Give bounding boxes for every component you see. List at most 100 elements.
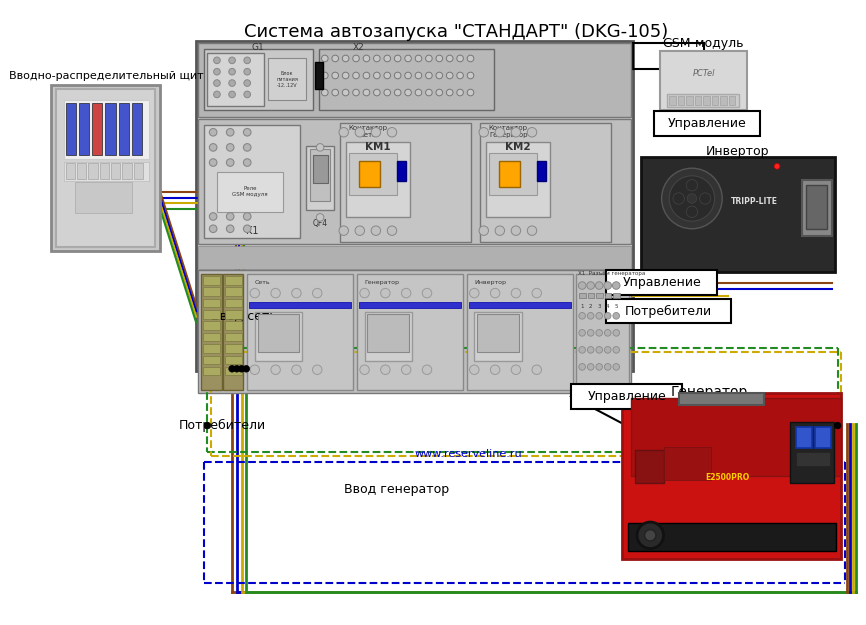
Circle shape <box>210 213 217 220</box>
Circle shape <box>214 68 220 75</box>
Bar <box>606 271 717 295</box>
Circle shape <box>578 346 585 353</box>
Bar <box>628 523 836 551</box>
Circle shape <box>511 365 520 374</box>
Bar <box>88 164 98 179</box>
Circle shape <box>352 72 359 79</box>
Circle shape <box>394 55 401 62</box>
Bar <box>635 450 663 483</box>
Bar <box>806 185 827 229</box>
Circle shape <box>313 288 322 298</box>
Circle shape <box>578 282 586 289</box>
Circle shape <box>446 89 453 96</box>
Circle shape <box>271 365 281 374</box>
Circle shape <box>415 89 422 96</box>
Text: PCTel: PCTel <box>693 69 715 78</box>
Circle shape <box>214 57 220 64</box>
Bar <box>224 321 242 330</box>
Circle shape <box>511 226 520 236</box>
Bar <box>729 96 735 105</box>
Circle shape <box>244 80 250 86</box>
Circle shape <box>587 364 594 370</box>
Circle shape <box>587 346 594 353</box>
Circle shape <box>204 422 210 429</box>
Bar <box>597 293 603 298</box>
Circle shape <box>373 72 380 79</box>
Circle shape <box>384 89 391 96</box>
Circle shape <box>578 312 585 319</box>
Bar <box>678 96 684 105</box>
Bar <box>480 122 611 242</box>
Circle shape <box>387 127 397 137</box>
Text: QF2: QF2 <box>379 346 397 354</box>
Circle shape <box>250 288 260 298</box>
Circle shape <box>402 288 410 298</box>
Bar <box>660 51 746 109</box>
Circle shape <box>363 89 370 96</box>
Bar <box>268 59 306 100</box>
Bar <box>224 310 242 319</box>
Circle shape <box>229 366 236 372</box>
Circle shape <box>662 168 722 229</box>
Circle shape <box>587 329 594 336</box>
Bar <box>204 49 313 111</box>
Bar <box>796 452 830 466</box>
Bar <box>79 103 89 155</box>
Circle shape <box>243 213 251 220</box>
Circle shape <box>316 144 324 151</box>
Circle shape <box>372 127 381 137</box>
Circle shape <box>425 72 432 79</box>
Circle shape <box>596 282 603 289</box>
Bar <box>588 293 594 298</box>
Circle shape <box>613 329 619 336</box>
Circle shape <box>243 129 251 136</box>
Circle shape <box>587 282 594 289</box>
Bar <box>613 293 620 298</box>
Text: K1: K1 <box>246 226 258 236</box>
Circle shape <box>604 329 611 336</box>
Bar <box>201 274 222 389</box>
Text: Инвертор: Инвертор <box>475 280 507 285</box>
Text: Управление: Управление <box>587 390 666 402</box>
Bar <box>315 62 323 89</box>
Circle shape <box>229 80 236 86</box>
Bar <box>320 49 494 111</box>
Bar <box>357 274 463 389</box>
Circle shape <box>210 225 217 232</box>
Circle shape <box>511 288 520 298</box>
Text: 4: 4 <box>606 304 610 309</box>
Bar <box>100 164 109 179</box>
Bar <box>359 161 379 187</box>
Circle shape <box>342 89 349 96</box>
Bar <box>224 276 242 284</box>
Circle shape <box>596 364 603 370</box>
Text: Потребители: Потребители <box>624 304 712 318</box>
Circle shape <box>243 144 251 151</box>
Bar <box>475 312 521 361</box>
Bar <box>106 103 116 155</box>
Circle shape <box>243 366 249 372</box>
Bar <box>669 96 675 105</box>
Circle shape <box>596 312 603 319</box>
Text: QF1: QF1 <box>269 346 288 354</box>
Text: Ввод генератор: Ввод генератор <box>344 483 449 496</box>
Circle shape <box>467 55 474 62</box>
Bar <box>203 333 220 341</box>
Bar <box>51 85 160 251</box>
Bar <box>313 155 327 183</box>
Bar <box>477 314 519 352</box>
Circle shape <box>271 288 281 298</box>
Text: Инвертор: Инвертор <box>706 144 769 158</box>
Circle shape <box>511 127 520 137</box>
Circle shape <box>226 213 234 220</box>
Bar <box>695 96 701 105</box>
Circle shape <box>229 57 236 64</box>
Bar <box>802 179 832 236</box>
Bar <box>367 314 409 352</box>
Circle shape <box>467 89 474 96</box>
Circle shape <box>244 68 250 75</box>
Bar <box>75 182 132 213</box>
Circle shape <box>446 72 453 79</box>
Circle shape <box>372 226 381 236</box>
Text: www.reserveline.ru: www.reserveline.ru <box>415 449 522 459</box>
